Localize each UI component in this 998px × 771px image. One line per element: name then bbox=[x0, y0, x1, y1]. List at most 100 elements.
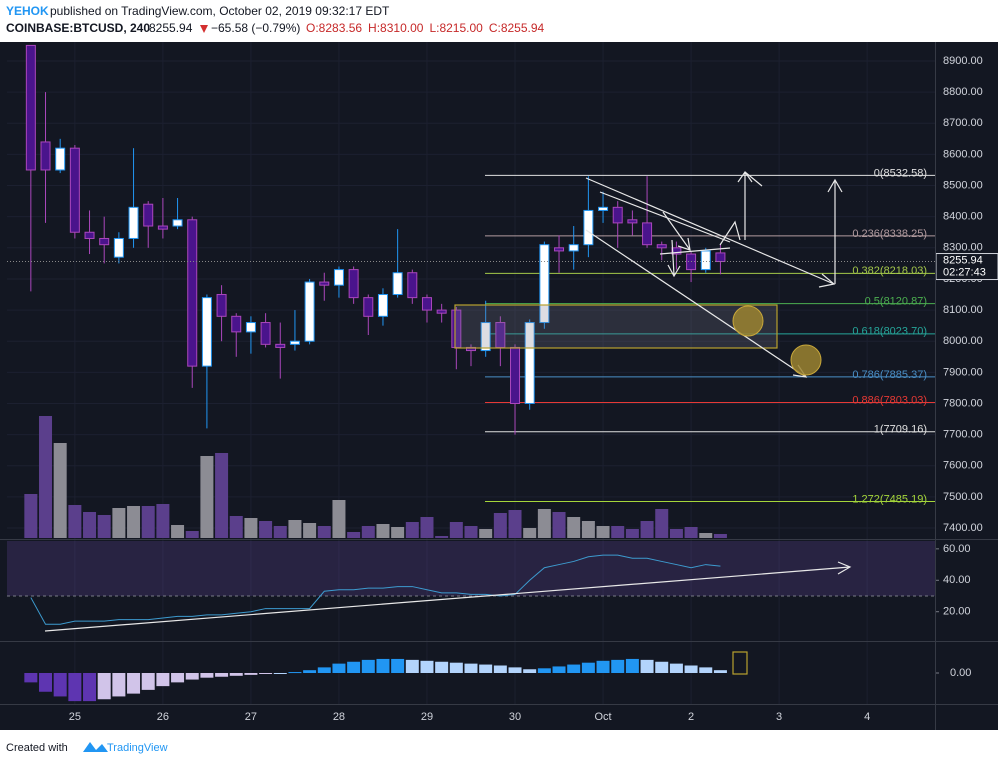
arrow bbox=[667, 239, 681, 278]
y-tick-label: 8100.00 bbox=[943, 304, 983, 316]
candle-body bbox=[554, 247, 565, 252]
volume-bar bbox=[449, 522, 463, 538]
macd-bar bbox=[141, 673, 155, 690]
candle-body bbox=[84, 231, 95, 239]
title: published on TradingView.com, October 02… bbox=[50, 4, 390, 18]
price-tag bbox=[935, 253, 998, 281]
macd-bar bbox=[376, 658, 390, 673]
candle-body bbox=[363, 297, 374, 317]
countdown: 02:27:43 bbox=[943, 266, 986, 278]
candle-body bbox=[671, 247, 682, 255]
volume-bar bbox=[391, 527, 405, 538]
macd-bar bbox=[229, 673, 243, 676]
macd-bar bbox=[537, 668, 551, 673]
macd-bar bbox=[449, 662, 463, 673]
footer-text: Created with bbox=[6, 742, 68, 754]
arrow bbox=[719, 220, 741, 246]
volume-bar bbox=[523, 528, 537, 538]
candle-body bbox=[583, 209, 594, 246]
volume-bar bbox=[83, 512, 97, 538]
rsi-band bbox=[7, 541, 935, 596]
header-bg bbox=[0, 0, 998, 42]
volume-bar bbox=[596, 526, 610, 538]
candle-body bbox=[539, 244, 550, 324]
macd-bar bbox=[699, 667, 713, 673]
candle-body bbox=[201, 297, 212, 367]
macd-bar bbox=[112, 673, 126, 697]
candle-body bbox=[333, 269, 344, 286]
candle-body bbox=[627, 219, 638, 224]
macd-bar bbox=[523, 669, 537, 673]
volume-bar bbox=[215, 453, 229, 538]
macd-bar bbox=[68, 673, 82, 702]
macd-bar bbox=[53, 673, 67, 697]
volume-bar bbox=[24, 494, 38, 538]
macd-box bbox=[732, 651, 748, 675]
macd-bar bbox=[625, 658, 639, 673]
chart-bg bbox=[0, 42, 998, 730]
symbol: COINBASE:BTCUSD, 240 bbox=[6, 21, 150, 35]
x-tick-label: 4 bbox=[864, 711, 870, 723]
macd-bar bbox=[596, 660, 610, 673]
candle-body bbox=[656, 244, 667, 249]
volume-bar bbox=[156, 504, 170, 538]
macd-bar bbox=[244, 673, 258, 675]
volume-bar bbox=[361, 526, 375, 538]
candle-body bbox=[113, 237, 124, 258]
volume-bar bbox=[347, 532, 361, 538]
candle-body bbox=[55, 147, 66, 171]
x-tick-label: 26 bbox=[157, 711, 169, 723]
candle-body bbox=[289, 340, 300, 345]
macd-bar bbox=[39, 673, 53, 692]
macd-bar bbox=[317, 667, 331, 673]
y-tick-label: 8600.00 bbox=[943, 148, 983, 160]
y-tick-label: 8700.00 bbox=[943, 117, 983, 129]
macd-bar bbox=[420, 660, 434, 673]
volume-bar bbox=[273, 526, 287, 538]
volume-bar bbox=[581, 521, 595, 538]
candle-body bbox=[275, 343, 286, 348]
y-tick-label: 8400.00 bbox=[943, 211, 983, 223]
volume-bar bbox=[435, 536, 449, 538]
y-tick-label: 7500.00 bbox=[943, 491, 983, 503]
fib-label: 1(7709.16) bbox=[874, 424, 927, 436]
volume-bar bbox=[229, 516, 243, 538]
trend-line bbox=[585, 229, 807, 378]
y-tick-label: 8900.00 bbox=[943, 55, 983, 67]
trend-line bbox=[659, 247, 731, 255]
brand: TradingView bbox=[107, 742, 168, 754]
volume-bar bbox=[39, 416, 53, 538]
y-tick-label: 8500.00 bbox=[943, 179, 983, 191]
macd-bar bbox=[303, 670, 317, 673]
volume-bar bbox=[625, 529, 639, 538]
volume-bar bbox=[244, 518, 258, 538]
macd-bar bbox=[215, 673, 229, 677]
candle-body bbox=[568, 244, 579, 252]
volume-bar bbox=[68, 505, 82, 538]
macd-bar bbox=[171, 673, 185, 683]
macd-tick-label: 0.00 bbox=[950, 667, 971, 679]
fib-label: 0.786(7885.37) bbox=[852, 369, 927, 381]
arrow bbox=[662, 211, 691, 251]
price-tag-value: 8255.94 bbox=[943, 254, 983, 266]
macd-bar bbox=[508, 667, 522, 673]
candle-body bbox=[407, 272, 418, 299]
candle-body bbox=[392, 272, 403, 296]
candle-body bbox=[128, 206, 139, 239]
macd-bar bbox=[391, 658, 405, 673]
rsi-tick-label: 60.00 bbox=[943, 543, 971, 555]
candle-body bbox=[231, 315, 242, 333]
footer-bg bbox=[0, 730, 998, 766]
volume-bar bbox=[699, 533, 713, 538]
zone bbox=[454, 304, 778, 349]
candle-body bbox=[510, 346, 521, 404]
y-tick-label: 7600.00 bbox=[943, 460, 983, 472]
fib-label: 0(8532.58) bbox=[874, 167, 927, 179]
candle-body bbox=[260, 322, 271, 345]
fib-label: 0.5(8120.87) bbox=[865, 295, 927, 307]
circle-marker bbox=[732, 305, 764, 337]
macd-bar bbox=[288, 672, 302, 674]
volume-bar bbox=[655, 509, 669, 538]
volume-bar bbox=[317, 526, 331, 538]
volume-bar bbox=[112, 508, 126, 538]
